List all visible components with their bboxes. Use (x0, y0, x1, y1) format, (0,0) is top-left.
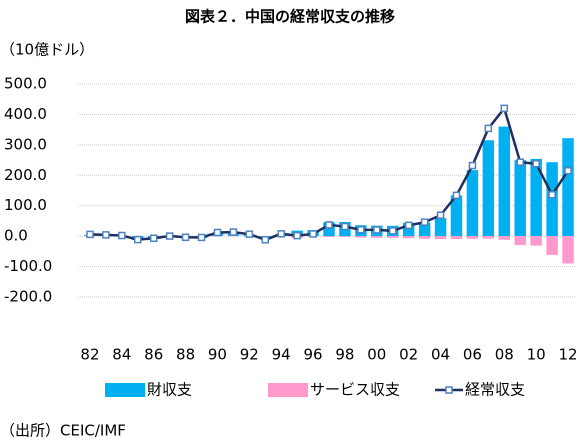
line-marker (452, 191, 461, 200)
y-tick-label: -100.0 (4, 257, 52, 275)
bar (434, 236, 447, 240)
y-tick-label: 300.0 (4, 135, 47, 153)
line-marker (373, 226, 381, 234)
line-marker (309, 230, 317, 238)
bar (530, 236, 542, 246)
y-tick-label: 500.0 (4, 75, 47, 93)
bar (546, 236, 558, 255)
line-marker (86, 230, 94, 239)
line-marker (436, 211, 445, 219)
bar (418, 236, 431, 239)
x-tick-label: 96 (304, 346, 323, 364)
bar (498, 236, 511, 240)
bar (418, 222, 431, 237)
legend-swatch (268, 383, 308, 397)
line-marker (149, 234, 158, 243)
line-marker (213, 228, 222, 237)
y-tick-label: -200.0 (4, 288, 52, 306)
line-marker (484, 124, 493, 133)
x-tick-label: 00 (367, 346, 386, 364)
legend-label: サービス収支 (310, 381, 400, 399)
x-tick-label: 06 (463, 346, 482, 364)
source-note: （出所）CEIC/IMF (0, 422, 126, 440)
bar (514, 160, 526, 237)
x-tick-label: 10 (527, 346, 546, 364)
y-tick-label: 400.0 (4, 105, 47, 123)
x-tick-label: 82 (80, 346, 99, 364)
line-marker (134, 235, 142, 244)
bar (323, 222, 335, 237)
legend-label: 経常収支 (465, 381, 525, 399)
line-marker (277, 230, 285, 238)
bar (387, 236, 399, 238)
chart-title: 図表２．中国の経常収支の推移 (185, 8, 395, 26)
line-marker (197, 233, 206, 242)
bar (450, 236, 463, 240)
bar (434, 218, 447, 237)
line (89, 105, 570, 242)
bar (546, 162, 558, 237)
line-marker (532, 159, 540, 168)
y-tick-label: 200.0 (4, 166, 47, 184)
legend-label: 財収支 (147, 381, 192, 399)
bar (482, 236, 495, 239)
x-tick-label: 90 (208, 346, 227, 364)
x-tick-label: 02 (399, 346, 418, 364)
line-marker (420, 218, 429, 226)
x-tick-label: 92 (240, 346, 259, 364)
line-marker (500, 104, 509, 113)
x-tick-label: 88 (176, 346, 195, 364)
legend-swatch (105, 383, 145, 397)
line-marker (102, 231, 110, 239)
bar (339, 236, 351, 237)
line-marker (293, 231, 301, 240)
line-marker (261, 236, 270, 244)
bar (466, 170, 479, 237)
line-marker (229, 228, 238, 236)
line-marker (468, 161, 477, 170)
legend-swatch (445, 386, 453, 394)
bar (450, 195, 463, 237)
y-tick-label: 0.0 (4, 227, 28, 245)
bar (482, 140, 495, 237)
line-marker (325, 221, 333, 229)
bar (371, 236, 383, 238)
line-marker (181, 233, 190, 242)
line-marker (118, 231, 126, 240)
line-marker (516, 158, 524, 166)
x-tick-label: 84 (112, 346, 131, 364)
line-marker (165, 232, 174, 240)
bar (466, 236, 479, 239)
x-tick-label: 86 (144, 346, 163, 364)
x-tick-label: 04 (431, 346, 450, 364)
line-marker (245, 230, 254, 238)
bar (530, 158, 542, 237)
y-axis-label: （10億ドル） (0, 41, 94, 59)
x-tick-label: 94 (272, 346, 291, 364)
line-marker (388, 227, 397, 235)
bar (514, 236, 526, 246)
x-tick-label: 12 (558, 346, 577, 364)
x-tick-label: 98 (335, 346, 354, 364)
bar (562, 138, 574, 237)
bar (355, 236, 367, 238)
x-tick-label: 08 (495, 346, 514, 364)
bar (402, 222, 415, 237)
bar (402, 236, 415, 239)
line-marker (404, 221, 413, 230)
y-tick-label: 100.0 (4, 196, 47, 214)
bar (498, 126, 511, 237)
line-marker (357, 225, 365, 234)
bar (562, 236, 574, 264)
bar (323, 236, 335, 238)
line-marker (564, 166, 572, 175)
line-marker (341, 222, 349, 231)
line-marker (548, 191, 556, 199)
